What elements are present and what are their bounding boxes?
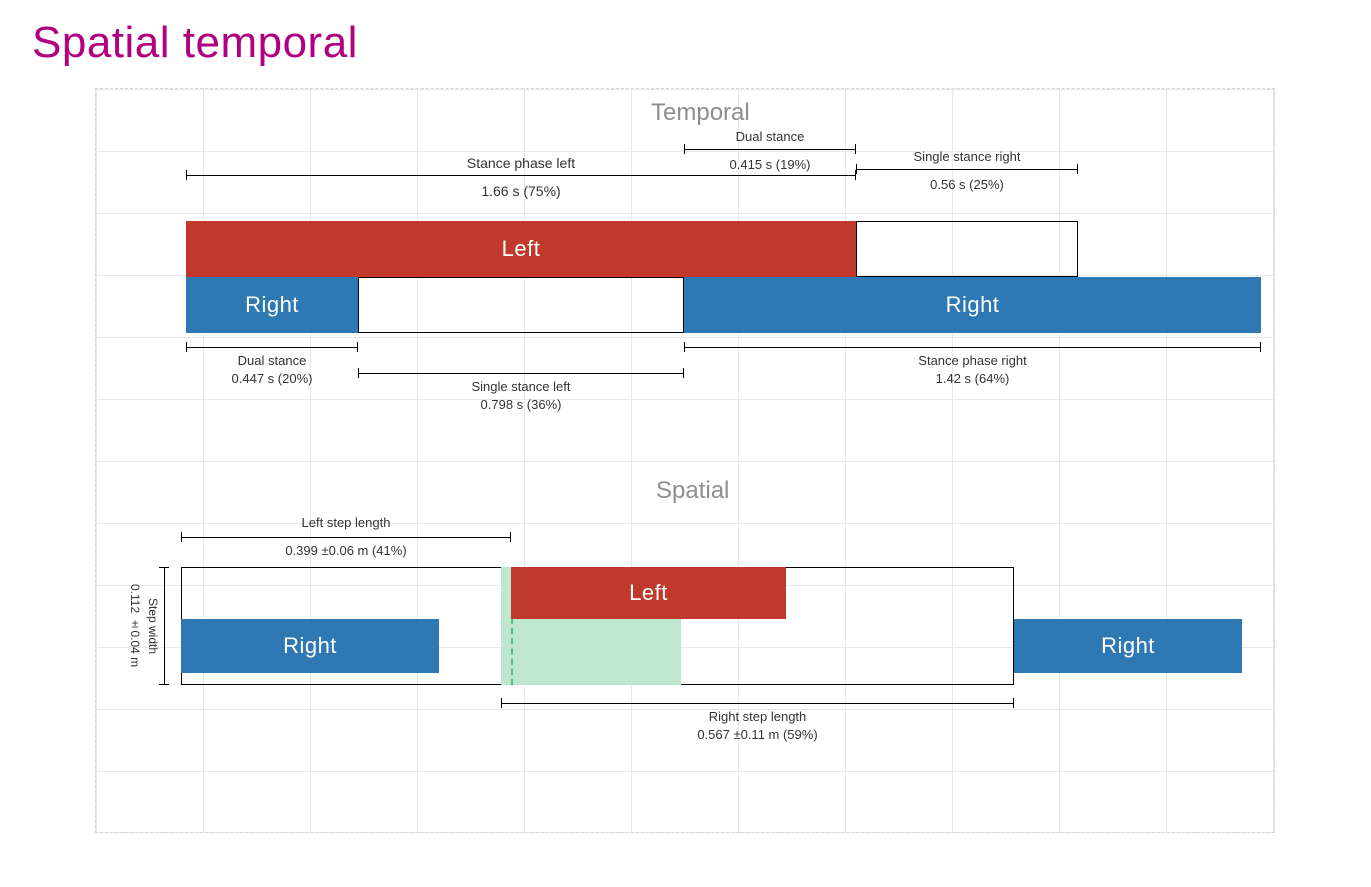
left-swing-outline bbox=[856, 221, 1078, 277]
value: 0.798 s (36%) bbox=[358, 397, 684, 412]
value: 1.42 s (64%) bbox=[684, 371, 1261, 386]
label: Left step length bbox=[181, 515, 511, 530]
value: 1.66 s (75%) bbox=[186, 183, 856, 199]
value: 0.447 s (20%) bbox=[186, 371, 358, 386]
label: Dual stance bbox=[684, 129, 856, 144]
spatial-section-title: Spatial bbox=[656, 477, 729, 505]
right-foot-bar-1: Right bbox=[181, 619, 439, 673]
label: Dual stance bbox=[186, 353, 358, 368]
gait-diagram-frame: Temporal Stance phase left 1.66 s (75%) … bbox=[95, 88, 1275, 833]
temporal-section-title: Temporal bbox=[651, 99, 750, 127]
value: 0.399 ±0.06 m (41%) bbox=[181, 543, 511, 558]
label: Single stance left bbox=[358, 379, 684, 394]
label: Single stance right bbox=[856, 149, 1078, 164]
value: 0.415 s (19%) bbox=[684, 157, 856, 172]
right-stance-bar-1: Right bbox=[186, 277, 358, 333]
left-foot-bar: Left bbox=[511, 567, 786, 619]
value: 0.56 s (25%) bbox=[856, 177, 1078, 192]
label: Right step length bbox=[501, 709, 1014, 724]
page-title: Spatial temporal bbox=[32, 18, 1371, 68]
step-width-value: 0.112 ±0.04 m bbox=[128, 567, 142, 685]
right-swing-outline bbox=[358, 277, 684, 333]
step-width-label: Step width bbox=[146, 567, 160, 685]
right-stance-bar-2: Right bbox=[684, 277, 1261, 333]
value: 0.567 ±0.11 m (59%) bbox=[501, 727, 1014, 742]
left-stance-bar: Left bbox=[186, 221, 856, 277]
right-foot-bar-2: Right bbox=[1014, 619, 1242, 673]
label: Stance phase right bbox=[684, 353, 1261, 368]
